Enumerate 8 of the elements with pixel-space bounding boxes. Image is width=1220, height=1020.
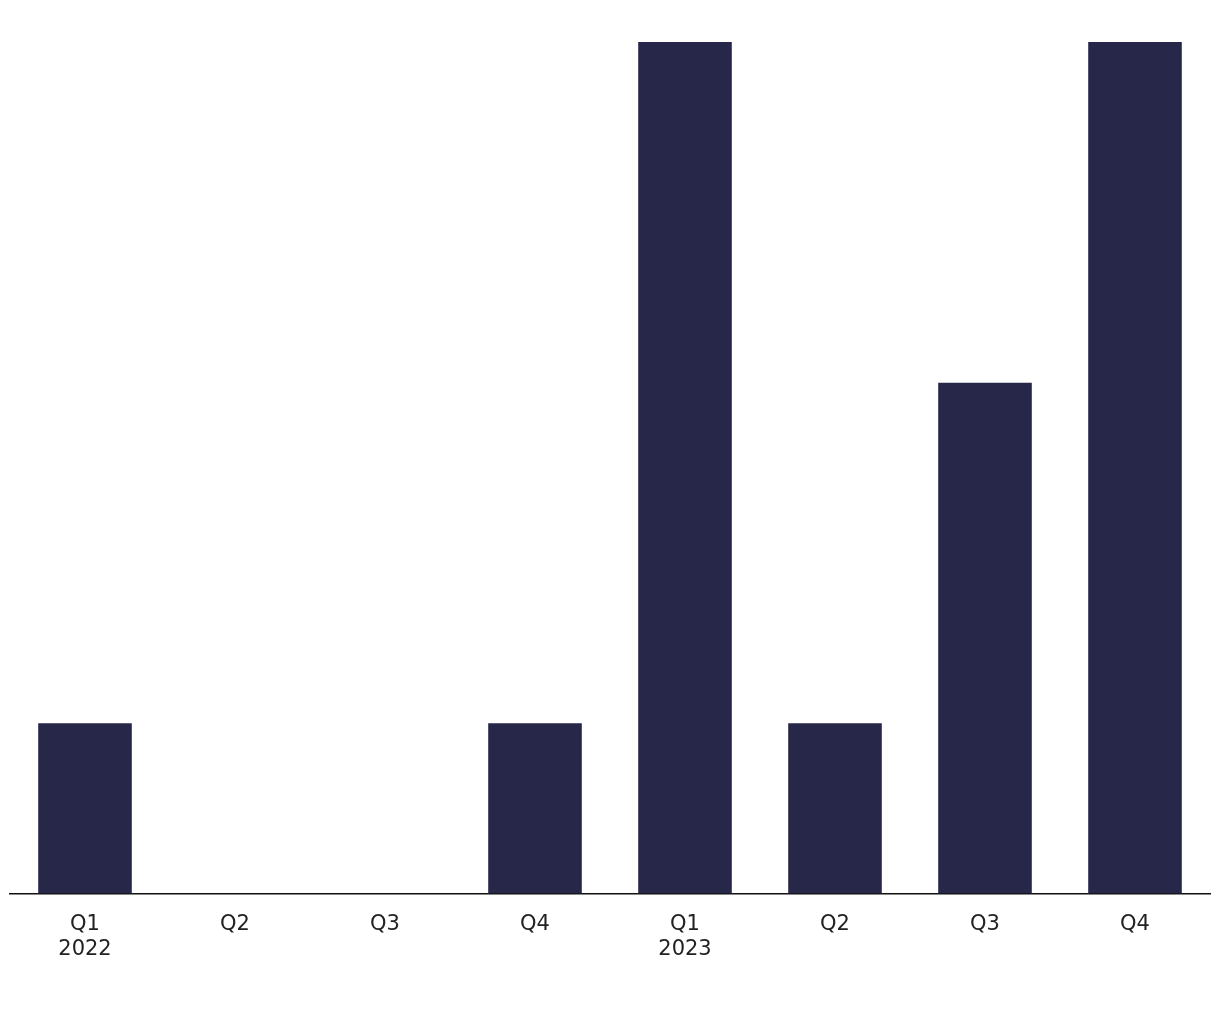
x-tick-label: Q4: [520, 910, 550, 935]
x-tick-label: Q2: [220, 910, 250, 935]
x-tick-label: Q1 2022: [58, 910, 112, 960]
x-tick-label: Q1 2023: [658, 910, 712, 960]
x-tick-label: Q3: [370, 910, 400, 935]
x-tick-label: Q4: [1120, 910, 1150, 935]
x-tick-label: Q3: [970, 910, 1000, 935]
x-tick-label: Q2: [820, 910, 850, 935]
